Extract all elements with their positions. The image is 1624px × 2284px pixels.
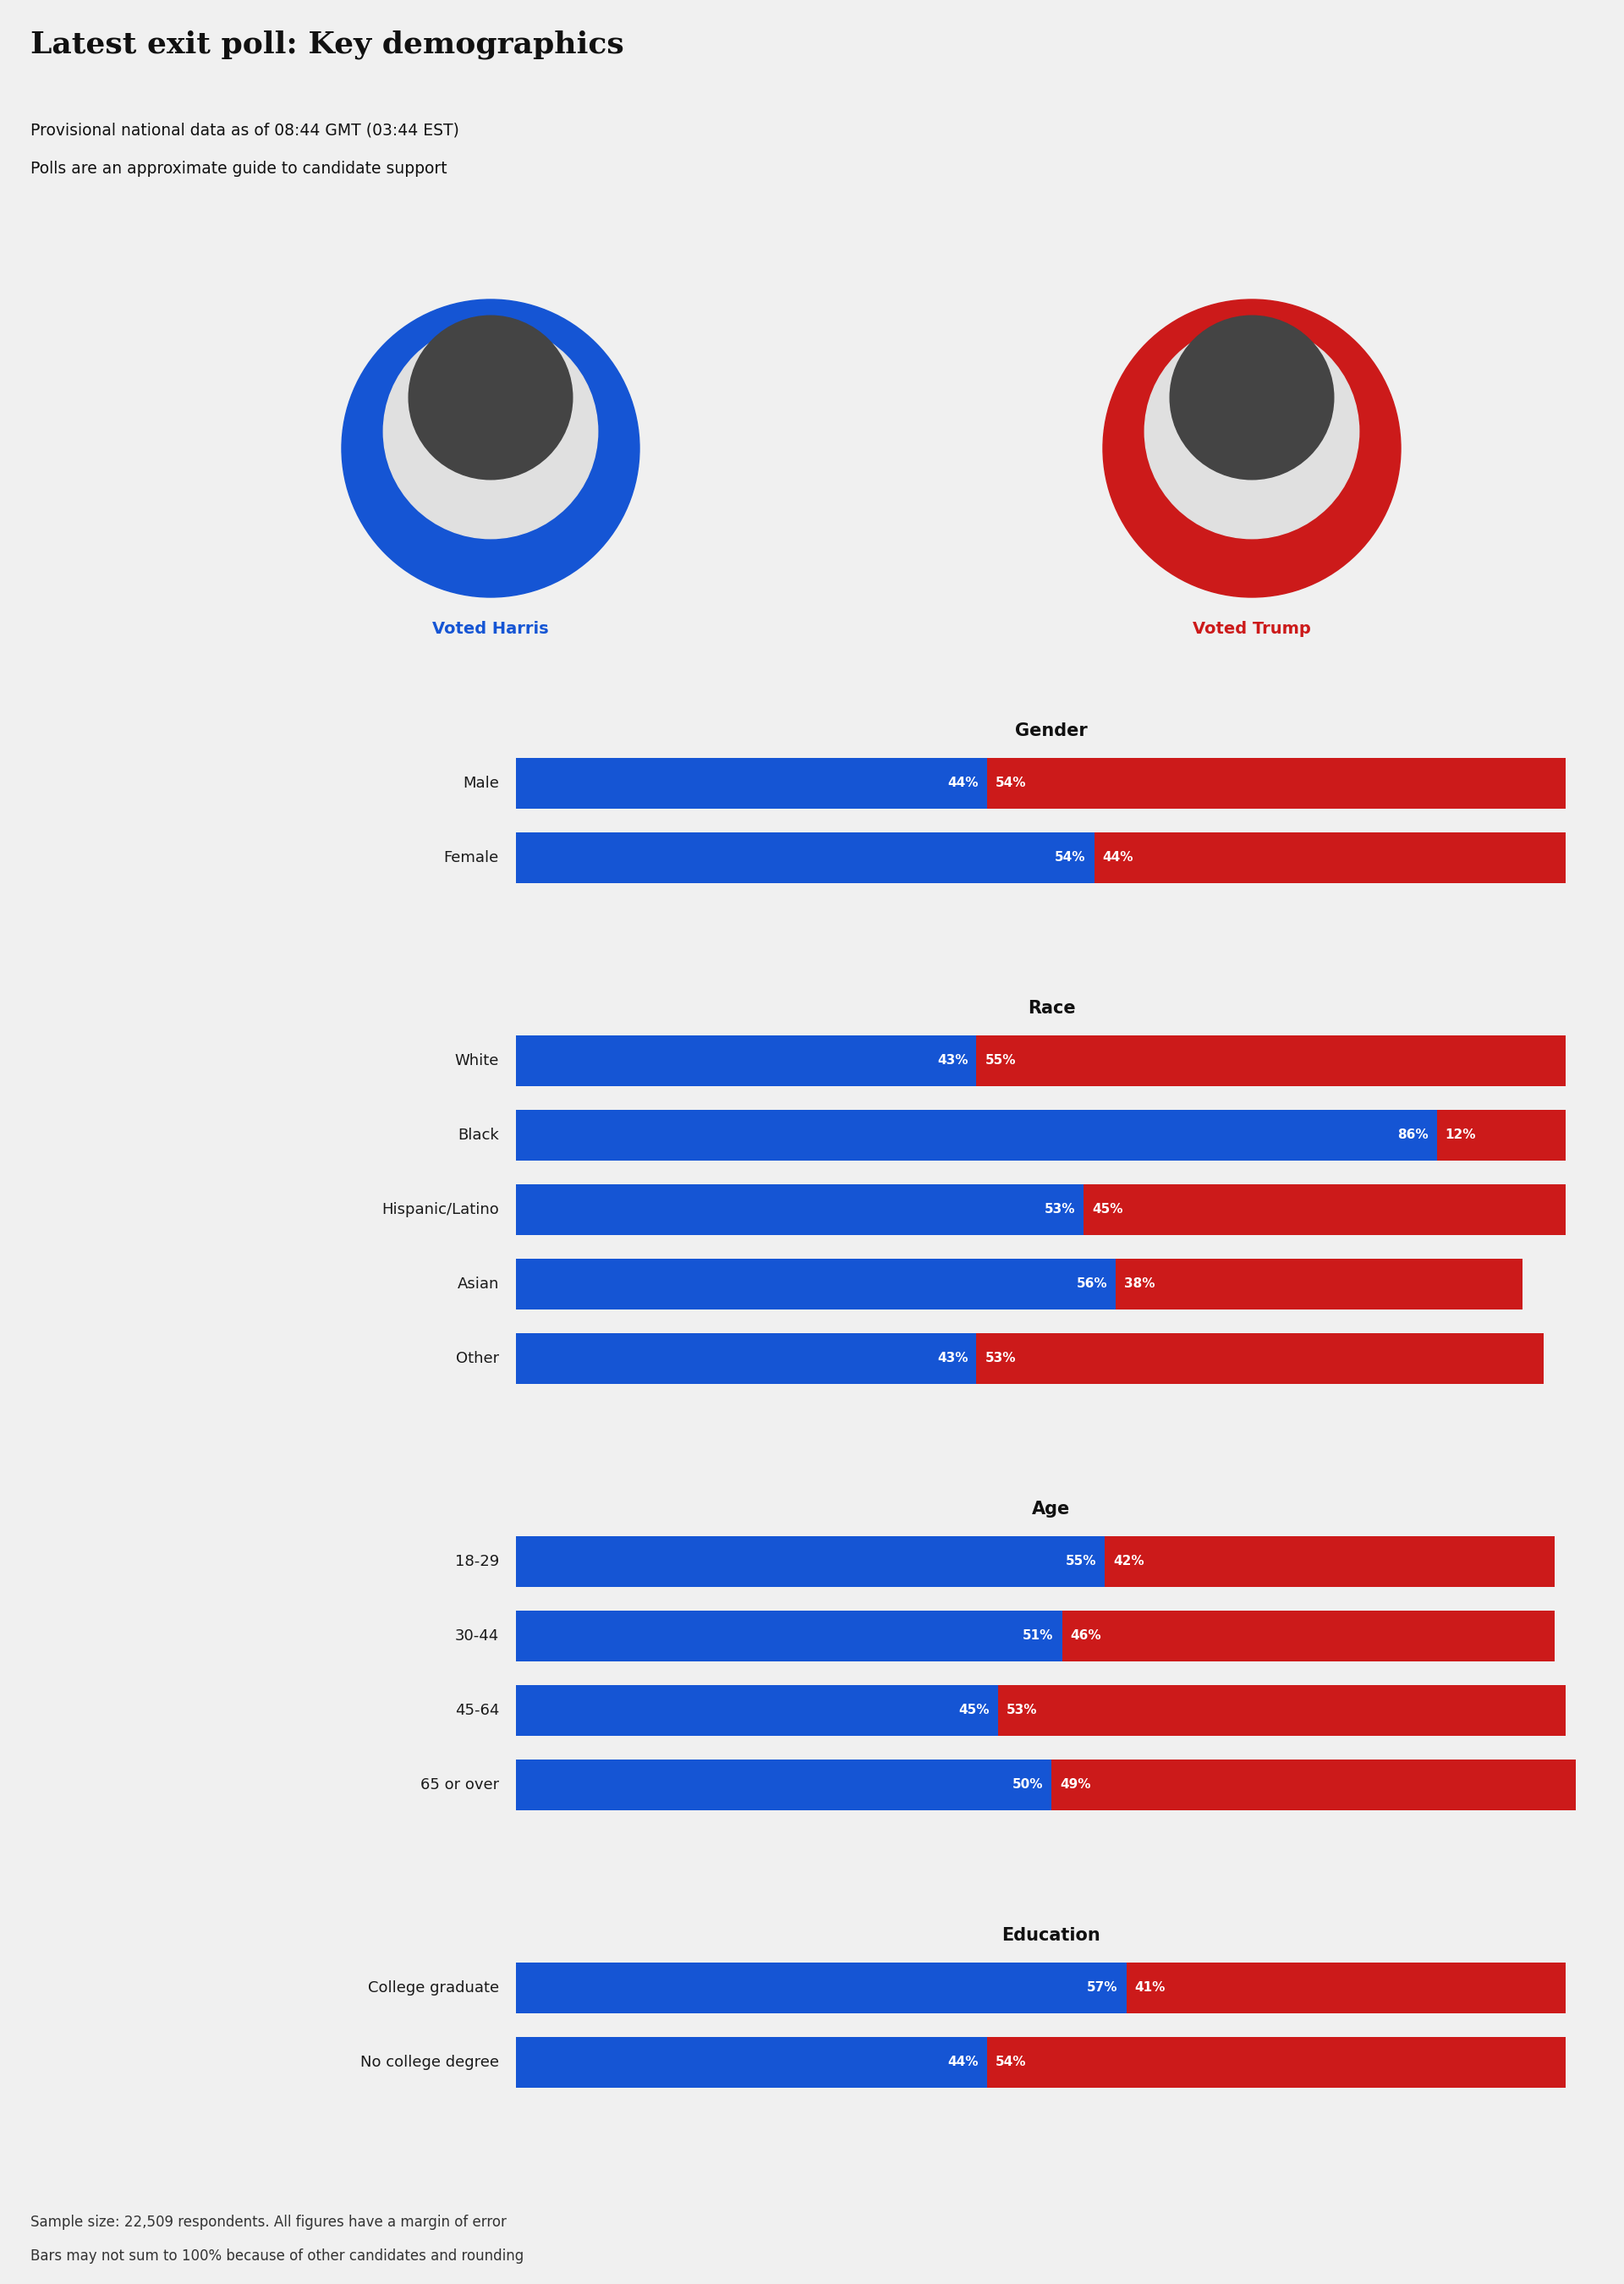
Text: 18-29: 18-29 <box>455 1553 499 1569</box>
Circle shape <box>1169 315 1333 480</box>
Text: 51%: 51% <box>1023 1631 1054 1642</box>
FancyBboxPatch shape <box>516 1759 1051 1811</box>
Text: Voted Trump: Voted Trump <box>1192 621 1311 637</box>
FancyBboxPatch shape <box>1437 1110 1566 1160</box>
Text: 45%: 45% <box>958 1704 989 1718</box>
Text: 50%: 50% <box>1012 1779 1043 1791</box>
FancyBboxPatch shape <box>516 1537 1104 1587</box>
Text: 49%: 49% <box>1060 1779 1091 1791</box>
Text: Bars may not sum to 100% because of other candidates and rounding: Bars may not sum to 100% because of othe… <box>31 2247 525 2263</box>
Text: 54%: 54% <box>996 777 1026 790</box>
Circle shape <box>383 324 598 539</box>
Text: Age: Age <box>1033 1501 1070 1517</box>
Text: Black: Black <box>458 1128 499 1142</box>
Text: 53%: 53% <box>984 1352 1015 1366</box>
Text: 30-44: 30-44 <box>455 1628 499 1644</box>
FancyBboxPatch shape <box>516 831 1095 884</box>
FancyBboxPatch shape <box>1116 1258 1523 1309</box>
Text: 65 or over: 65 or over <box>421 1777 499 1793</box>
FancyBboxPatch shape <box>976 1035 1566 1087</box>
FancyBboxPatch shape <box>1062 1610 1554 1660</box>
Text: 44%: 44% <box>1103 852 1134 863</box>
FancyBboxPatch shape <box>1127 1962 1566 2012</box>
Text: Female: Female <box>443 850 499 866</box>
Circle shape <box>1145 324 1359 539</box>
Text: White: White <box>455 1053 499 1069</box>
FancyBboxPatch shape <box>1104 1537 1554 1587</box>
FancyBboxPatch shape <box>516 1258 1116 1309</box>
Text: Sample size: 22,509 respondents. All figures have a margin of error: Sample size: 22,509 respondents. All fig… <box>31 2215 507 2229</box>
Text: 41%: 41% <box>1135 1983 1166 1994</box>
Text: 43%: 43% <box>937 1352 968 1366</box>
FancyBboxPatch shape <box>516 1110 1437 1160</box>
Text: 42%: 42% <box>1114 1555 1145 1567</box>
Text: 53%: 53% <box>1007 1704 1038 1718</box>
Text: Provisional national data as of 08:44 GMT (03:44 EST): Provisional national data as of 08:44 GM… <box>31 121 460 137</box>
Text: Asian: Asian <box>458 1277 499 1293</box>
Circle shape <box>409 315 572 480</box>
Text: Race: Race <box>1028 1000 1075 1016</box>
Text: 56%: 56% <box>1077 1277 1108 1290</box>
Text: 86%: 86% <box>1397 1128 1429 1142</box>
FancyBboxPatch shape <box>516 1686 997 1736</box>
FancyBboxPatch shape <box>516 1610 1062 1660</box>
Text: Latest exit poll: Key demographics: Latest exit poll: Key demographics <box>31 30 624 59</box>
Text: Education: Education <box>1002 1928 1101 1944</box>
Text: Voted Harris: Voted Harris <box>432 621 549 637</box>
Text: 44%: 44% <box>948 2056 979 2069</box>
Text: Hispanic/Latino: Hispanic/Latino <box>382 1201 499 1217</box>
Text: 55%: 55% <box>984 1055 1015 1067</box>
Text: 54%: 54% <box>996 2056 1026 2069</box>
Circle shape <box>1103 299 1400 596</box>
FancyBboxPatch shape <box>1095 831 1566 884</box>
FancyBboxPatch shape <box>516 1035 976 1087</box>
FancyBboxPatch shape <box>516 1962 1127 2012</box>
Text: 54%: 54% <box>1056 852 1086 863</box>
Text: 45-64: 45-64 <box>455 1704 499 1718</box>
Text: 45%: 45% <box>1091 1204 1122 1215</box>
Text: 55%: 55% <box>1065 1555 1096 1567</box>
Circle shape <box>341 299 640 596</box>
FancyBboxPatch shape <box>987 758 1566 809</box>
Text: College graduate: College graduate <box>367 1980 499 1996</box>
Text: 46%: 46% <box>1070 1631 1101 1642</box>
Text: No college degree: No college degree <box>361 2056 499 2069</box>
Text: 38%: 38% <box>1124 1277 1155 1290</box>
FancyBboxPatch shape <box>1083 1185 1566 1236</box>
Text: Gender: Gender <box>1015 722 1088 740</box>
FancyBboxPatch shape <box>516 1334 976 1384</box>
FancyBboxPatch shape <box>997 1686 1566 1736</box>
FancyBboxPatch shape <box>516 758 987 809</box>
FancyBboxPatch shape <box>516 2037 987 2088</box>
FancyBboxPatch shape <box>1051 1759 1575 1811</box>
Text: 44%: 44% <box>948 777 979 790</box>
Text: 57%: 57% <box>1086 1983 1117 1994</box>
Text: 53%: 53% <box>1044 1204 1075 1215</box>
FancyBboxPatch shape <box>976 1334 1544 1384</box>
Text: 12%: 12% <box>1445 1128 1476 1142</box>
Text: 43%: 43% <box>937 1055 968 1067</box>
Text: Polls are an approximate guide to candidate support: Polls are an approximate guide to candid… <box>31 160 447 176</box>
FancyBboxPatch shape <box>516 1185 1083 1236</box>
FancyBboxPatch shape <box>987 2037 1566 2088</box>
Text: Male: Male <box>463 777 499 790</box>
Text: Other: Other <box>456 1350 499 1366</box>
